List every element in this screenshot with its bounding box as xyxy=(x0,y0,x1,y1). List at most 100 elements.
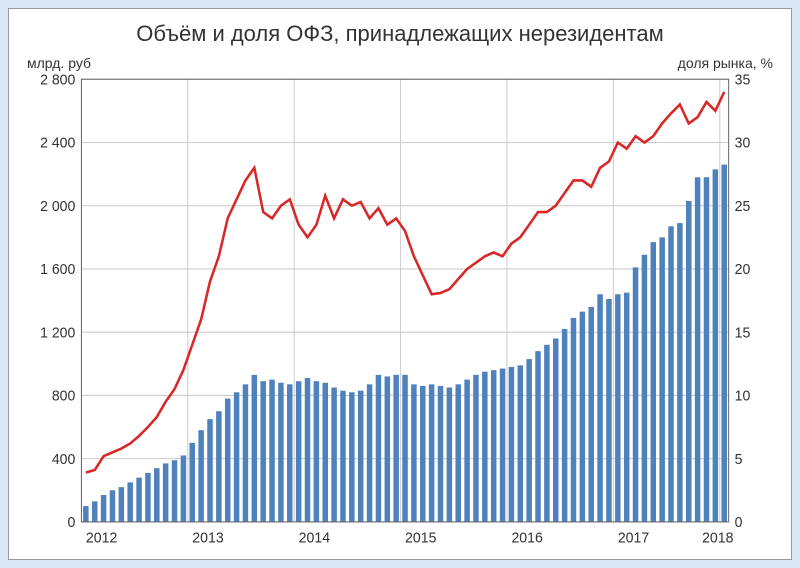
bar xyxy=(420,386,425,522)
bar xyxy=(713,169,718,522)
bar xyxy=(296,381,301,522)
bar xyxy=(243,384,248,522)
svg-text:2013: 2013 xyxy=(192,531,223,547)
bar xyxy=(305,378,310,522)
svg-text:2014: 2014 xyxy=(299,531,330,547)
bar xyxy=(491,370,496,522)
bar xyxy=(588,307,593,522)
right-axis-label: доля рынка, % xyxy=(678,55,773,71)
bar xyxy=(340,391,345,522)
bar xyxy=(119,487,124,522)
bar xyxy=(322,383,327,522)
bar xyxy=(677,223,682,522)
bar xyxy=(385,376,390,521)
bar xyxy=(624,293,629,522)
bar xyxy=(553,339,558,522)
bar xyxy=(562,329,567,522)
svg-text:5: 5 xyxy=(735,452,743,468)
bar xyxy=(154,468,159,522)
bar xyxy=(331,388,336,522)
bar xyxy=(314,381,319,522)
bar xyxy=(260,381,265,522)
bar xyxy=(455,384,460,522)
bar xyxy=(83,506,88,522)
bar xyxy=(92,501,97,522)
bar xyxy=(473,375,478,522)
bar xyxy=(358,391,363,522)
bar xyxy=(509,367,514,522)
bar xyxy=(269,380,274,522)
bar xyxy=(597,294,602,522)
bar xyxy=(464,380,469,522)
bar xyxy=(633,267,638,522)
svg-text:20: 20 xyxy=(735,262,751,278)
svg-text:0: 0 xyxy=(735,515,743,531)
bar xyxy=(571,318,576,522)
bar xyxy=(234,392,239,522)
bar xyxy=(207,419,212,522)
svg-text:2012: 2012 xyxy=(86,531,117,547)
axis-labels-row: млрд. руб доля рынка, % xyxy=(27,55,773,71)
bar xyxy=(190,443,195,522)
bar xyxy=(127,482,132,522)
bar xyxy=(642,255,647,522)
bar xyxy=(500,369,505,522)
bar xyxy=(659,237,664,522)
bar xyxy=(526,359,531,522)
svg-text:2018: 2018 xyxy=(702,531,733,547)
bar xyxy=(686,201,691,522)
svg-text:1 600: 1 600 xyxy=(40,262,75,278)
bar xyxy=(225,399,230,522)
svg-text:25: 25 xyxy=(735,199,751,215)
chart-container: Объём и доля ОФЗ, принадлежащих нерезиде… xyxy=(8,8,792,560)
bar xyxy=(544,345,549,522)
bar xyxy=(438,386,443,522)
bar xyxy=(349,392,354,522)
bar xyxy=(668,226,673,522)
bar xyxy=(252,375,257,522)
svg-text:2015: 2015 xyxy=(405,531,436,547)
bar xyxy=(411,384,416,522)
bar xyxy=(615,294,620,522)
svg-text:2017: 2017 xyxy=(618,531,649,547)
bar xyxy=(447,388,452,522)
bar xyxy=(393,375,398,522)
bar xyxy=(216,411,221,522)
bar xyxy=(145,473,150,522)
bar xyxy=(367,384,372,522)
bar xyxy=(721,165,726,522)
svg-text:1 200: 1 200 xyxy=(40,325,75,341)
bar xyxy=(172,460,177,522)
svg-text:10: 10 xyxy=(735,388,751,404)
bar xyxy=(402,375,407,522)
bar xyxy=(482,372,487,522)
bar xyxy=(136,478,141,522)
bar xyxy=(606,299,611,522)
svg-text:0: 0 xyxy=(68,515,76,531)
svg-text:400: 400 xyxy=(52,452,76,468)
chart-svg: 0 400 800 1 200 1 600 2 000 2 400 2 800 0 5 10 15 20… xyxy=(27,73,773,551)
svg-text:2 000: 2 000 xyxy=(40,199,75,215)
left-axis-label: млрд. руб xyxy=(27,55,91,71)
svg-text:15: 15 xyxy=(735,325,751,341)
plot-area: 0 400 800 1 200 1 600 2 000 2 400 2 800 0 5 10 15 20… xyxy=(27,73,773,551)
svg-text:800: 800 xyxy=(52,388,76,404)
bar xyxy=(429,384,434,522)
bar xyxy=(580,312,585,522)
bar xyxy=(651,242,656,522)
svg-text:2 400: 2 400 xyxy=(40,135,75,151)
bar xyxy=(376,375,381,522)
bar xyxy=(535,351,540,522)
bar xyxy=(163,463,168,521)
chart-title: Объём и доля ОФЗ, принадлежащих нерезиде… xyxy=(27,21,773,47)
bar xyxy=(101,495,106,522)
bar xyxy=(695,177,700,522)
svg-text:35: 35 xyxy=(735,73,751,88)
svg-text:30: 30 xyxy=(735,135,751,151)
bar xyxy=(198,430,203,522)
bar xyxy=(704,177,709,522)
bar xyxy=(278,383,283,522)
bar xyxy=(110,490,115,522)
bar xyxy=(287,384,292,522)
svg-text:2 800: 2 800 xyxy=(40,73,75,88)
